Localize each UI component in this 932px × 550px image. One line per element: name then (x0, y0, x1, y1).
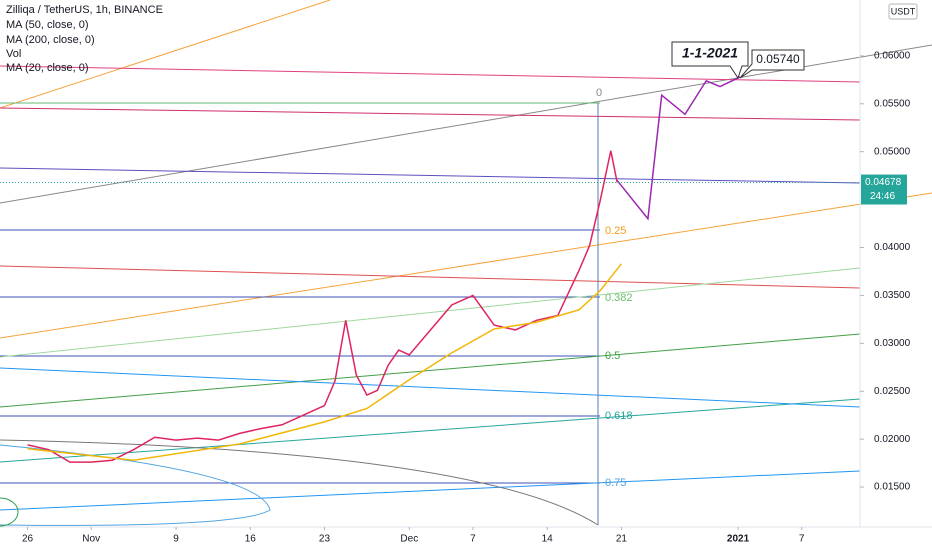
trend-line (0, 107, 861, 121)
x-tick-label: 2021 (727, 534, 750, 545)
x-tick-label: 16 (245, 534, 257, 545)
trend-line (0, 44, 932, 204)
y-tick-label: 0.03500 (874, 290, 911, 301)
arc (0, 439, 599, 526)
drawings (0, 0, 932, 527)
x-tick-label: 9 (173, 534, 179, 545)
trend-line (0, 0, 331, 109)
arc (0, 444, 271, 526)
x-tick-label: 23 (319, 534, 331, 545)
series-line (27, 263, 622, 461)
indicator: MA (50, close, 0) (6, 19, 89, 31)
y-tick-label: 0.03000 (874, 338, 911, 349)
trend-line (0, 367, 861, 408)
trend-line (0, 398, 861, 463)
x-tick-label: 26 (22, 534, 34, 545)
fib-label: 0.5 (605, 350, 620, 362)
fib-labels: 0 0.25 0.382 0.5 0.618 0.75 (596, 87, 633, 489)
y-tick-label: 0.02500 (874, 386, 911, 397)
x-tick-label: 7 (799, 534, 805, 545)
x-tick-label: 14 (542, 534, 554, 545)
x-tick-label: Nov (82, 534, 100, 545)
last-price-box (861, 174, 907, 205)
y-tick-label: 0.01500 (874, 482, 911, 493)
indicator: Vol (6, 48, 21, 60)
arc (0, 497, 19, 527)
indicator: MA (200, close, 0) (6, 34, 95, 46)
series-line (27, 150, 618, 463)
trend-line (0, 267, 861, 358)
y-tick-label: 0.05000 (874, 146, 911, 157)
trend-line (0, 470, 861, 511)
x-tick-label: 7 (470, 534, 476, 545)
fib-label: 0.618 (605, 410, 633, 422)
callout (739, 49, 805, 79)
fib-label: 0 (596, 87, 602, 99)
plot (27, 76, 741, 463)
y-tick-label: 0.06000 (874, 51, 911, 62)
currency[interactable]: USDT (891, 6, 916, 16)
fib-label: 0.382 (605, 292, 633, 304)
indicator: MA (20, close, 0) (6, 62, 89, 74)
annotation-date: 1-1-2021 (682, 45, 738, 61)
annotation-price: 0.05740 (756, 52, 800, 66)
trend-line (0, 192, 932, 339)
countdown: 24:46 (870, 191, 895, 202)
y-tick-label: 0.05500 (874, 98, 911, 109)
trend-line (0, 333, 861, 408)
y-tick-label: 0.02000 (874, 434, 911, 445)
series-line (616, 76, 741, 221)
trend-line (0, 265, 861, 289)
x-tick-label: 21 (616, 534, 628, 545)
chart-title: Zilliqa / TetherUS, 1h, BINANCE (6, 4, 163, 16)
x-tick-label: Dec (400, 534, 418, 545)
y-tick-label: 0.04000 (874, 242, 911, 253)
fib-label: 0.75 (605, 477, 626, 489)
trend-line (0, 167, 861, 184)
callout (671, 41, 749, 80)
last-price-label: 0.04678 (865, 177, 902, 188)
fib-label: 0.25 (605, 225, 626, 237)
trend-line (0, 65, 861, 83)
currency-box[interactable] (888, 3, 918, 20)
